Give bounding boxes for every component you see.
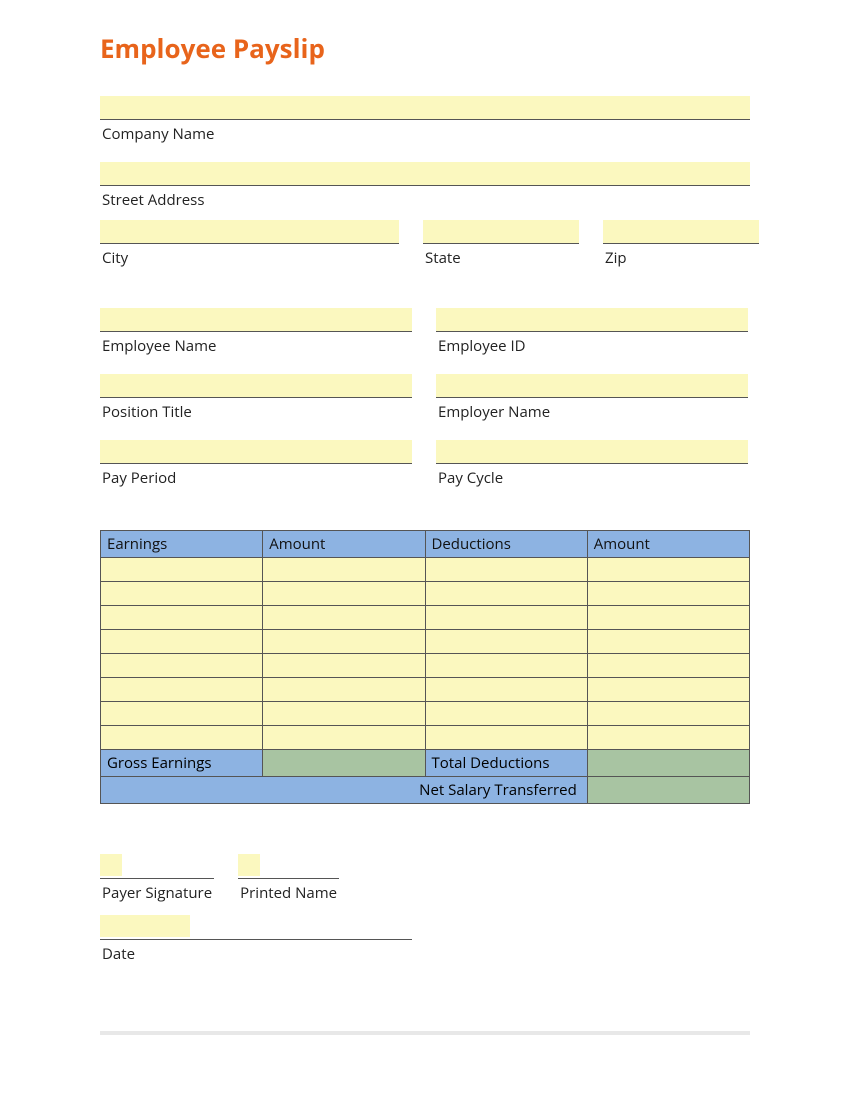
total-deductions-label: Total Deductions <box>425 750 587 777</box>
city-field: City <box>100 220 399 268</box>
table-cell[interactable] <box>263 606 425 630</box>
col-earnings-amount: Amount <box>263 531 425 558</box>
city-input[interactable] <box>100 220 399 244</box>
table-cell[interactable] <box>587 654 749 678</box>
employee-name-field: Employee Name <box>100 308 412 356</box>
employer-name-label: Employer Name <box>436 398 748 422</box>
earnings-table: Earnings Amount Deductions Amount Gross … <box>100 530 750 804</box>
table-cell[interactable] <box>587 726 749 750</box>
printed-name-label: Printed Name <box>238 879 339 903</box>
payer-signature-label: Payer Signature <box>100 879 214 903</box>
net-salary-value[interactable] <box>587 777 749 804</box>
table-cell[interactable] <box>425 654 587 678</box>
employee-id-label: Employee ID <box>436 332 748 356</box>
pay-cycle-input[interactable] <box>436 440 748 464</box>
table-row <box>101 558 750 582</box>
gross-earnings-value[interactable] <box>263 750 425 777</box>
employer-name-input[interactable] <box>436 374 748 398</box>
table-cell[interactable] <box>101 654 263 678</box>
company-name-label: Company Name <box>100 120 750 144</box>
table-cell[interactable] <box>263 558 425 582</box>
col-earnings: Earnings <box>101 531 263 558</box>
table-cell[interactable] <box>425 558 587 582</box>
table-cell[interactable] <box>425 606 587 630</box>
table-cell[interactable] <box>263 654 425 678</box>
pay-period-field: Pay Period <box>100 440 412 488</box>
table-row <box>101 654 750 678</box>
employee-id-input[interactable] <box>436 308 748 332</box>
table-cell[interactable] <box>425 582 587 606</box>
date-field: Date <box>100 915 412 964</box>
employee-name-input[interactable] <box>100 308 412 332</box>
table-row <box>101 702 750 726</box>
table-cell[interactable] <box>263 582 425 606</box>
col-deductions: Deductions <box>425 531 587 558</box>
page-title: Employee Payslip <box>100 30 750 66</box>
gross-earnings-label: Gross Earnings <box>101 750 263 777</box>
table-cell[interactable] <box>263 702 425 726</box>
footer-rule <box>100 1031 750 1035</box>
position-title-field: Position Title <box>100 374 412 422</box>
date-label: Date <box>100 940 412 964</box>
pay-cycle-field: Pay Cycle <box>436 440 748 488</box>
table-cell[interactable] <box>101 630 263 654</box>
table-row <box>101 582 750 606</box>
table-cell[interactable] <box>587 582 749 606</box>
payer-signature-input[interactable] <box>100 854 122 876</box>
date-input[interactable] <box>100 915 190 937</box>
table-cell[interactable] <box>263 678 425 702</box>
table-cell[interactable] <box>425 702 587 726</box>
street-address-label: Street Address <box>100 186 750 210</box>
table-cell[interactable] <box>425 630 587 654</box>
table-cell[interactable] <box>263 726 425 750</box>
zip-label: Zip <box>603 244 759 268</box>
company-name-field: Company Name <box>100 96 750 144</box>
table-cell[interactable] <box>425 678 587 702</box>
position-title-label: Position Title <box>100 398 412 422</box>
table-row <box>101 678 750 702</box>
zip-field: Zip <box>603 220 759 268</box>
net-salary-label: Net Salary Transferred <box>101 777 588 804</box>
position-title-input[interactable] <box>100 374 412 398</box>
printed-name-input[interactable] <box>238 854 260 876</box>
state-input[interactable] <box>423 220 579 244</box>
table-cell[interactable] <box>101 702 263 726</box>
street-address-input[interactable] <box>100 162 750 186</box>
table-cell[interactable] <box>101 558 263 582</box>
table-cell[interactable] <box>101 582 263 606</box>
table-row <box>101 630 750 654</box>
payer-signature-field: Payer Signature <box>100 854 214 903</box>
city-label: City <box>100 244 399 268</box>
col-deductions-amount: Amount <box>587 531 749 558</box>
pay-cycle-label: Pay Cycle <box>436 464 748 488</box>
employee-id-field: Employee ID <box>436 308 748 356</box>
zip-input[interactable] <box>603 220 759 244</box>
employer-name-field: Employer Name <box>436 374 748 422</box>
table-cell[interactable] <box>587 678 749 702</box>
company-name-input[interactable] <box>100 96 750 120</box>
pay-period-label: Pay Period <box>100 464 412 488</box>
street-address-field: Street Address <box>100 162 750 210</box>
totals-row: Gross Earnings Total Deductions <box>101 750 750 777</box>
table-cell[interactable] <box>587 630 749 654</box>
table-cell[interactable] <box>263 630 425 654</box>
pay-period-input[interactable] <box>100 440 412 464</box>
table-cell[interactable] <box>101 678 263 702</box>
employee-name-label: Employee Name <box>100 332 412 356</box>
table-row <box>101 606 750 630</box>
table-row <box>101 726 750 750</box>
table-cell[interactable] <box>425 726 587 750</box>
state-label: State <box>423 244 579 268</box>
table-cell[interactable] <box>101 606 263 630</box>
net-row: Net Salary Transferred <box>101 777 750 804</box>
table-cell[interactable] <box>101 726 263 750</box>
total-deductions-value[interactable] <box>587 750 749 777</box>
state-field: State <box>423 220 579 268</box>
printed-name-field: Printed Name <box>238 854 339 903</box>
table-cell[interactable] <box>587 702 749 726</box>
table-cell[interactable] <box>587 606 749 630</box>
table-cell[interactable] <box>587 558 749 582</box>
